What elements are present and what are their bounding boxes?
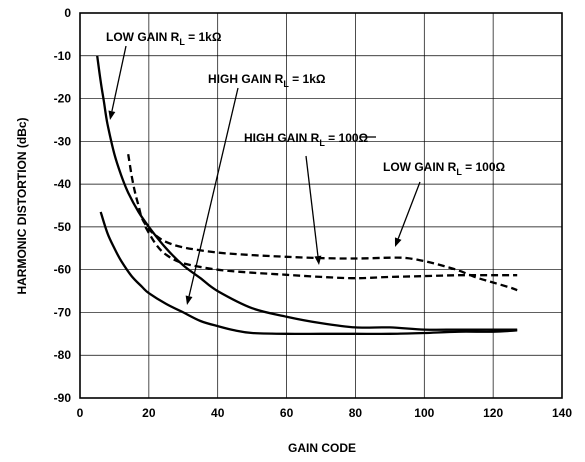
- x-axis-title: GAIN CODE: [288, 441, 356, 455]
- tick-labels: 0 20 40 60 80 100 120 140 0 -10 -20 -30 -40 -50 -60 -70…: [54, 6, 573, 420]
- series-line-low-gain-rl-1kohm: [96, 55, 518, 331]
- x-tick-label: 140: [552, 406, 572, 420]
- label-low-gain-100: LOW GAIN RL = 100Ω: [383, 160, 506, 177]
- y-tick-label: -50: [54, 220, 72, 234]
- plot-frame: [79, 12, 563, 399]
- grid-lines: [80, 13, 562, 398]
- label-high-gain-100: HIGH GAIN RL = 100Ω: [244, 131, 369, 148]
- label-high-gain-1k: HIGH GAIN RL = 1kΩ: [208, 72, 326, 89]
- y-tick-label: -40: [54, 177, 72, 191]
- x-tick-label: 0: [77, 406, 84, 420]
- label-low-gain-1k: LOW GAIN RL = 1kΩ: [106, 30, 222, 47]
- x-tick-label: 40: [211, 406, 225, 420]
- series-line-high-gain-rl-1kohm: [99, 211, 518, 336]
- x-tick-label: 20: [142, 406, 156, 420]
- y-tick-label: -20: [54, 92, 72, 106]
- x-tick-label: 60: [280, 406, 294, 420]
- x-tick-label: 100: [414, 406, 434, 420]
- annotation-arrows: [108, 45, 421, 305]
- arrow-high-gain-100: [305, 155, 322, 265]
- x-tick-label: 80: [349, 406, 363, 420]
- arrow-low-gain-100: [394, 181, 421, 247]
- y-axis-title: HARMONIC DISTORTION (dBc): [15, 117, 29, 294]
- series-line-high-gain-rl-100ohm: [144, 226, 518, 280]
- y-tick-label: -60: [54, 263, 72, 277]
- arrow-low-gain-1k: [108, 45, 127, 120]
- y-tick-label: -10: [54, 49, 72, 63]
- series-layer: [96, 55, 518, 336]
- y-tick-label: -80: [54, 348, 72, 362]
- y-tick-label: 0: [64, 6, 71, 20]
- y-tick-label: -30: [54, 134, 72, 148]
- arrow-high-gain-1k: [185, 87, 239, 305]
- x-tick-label: 120: [483, 406, 503, 420]
- y-tick-label: -70: [54, 305, 72, 319]
- series-line-low-gain-rl-100ohm: [127, 154, 518, 292]
- y-tick-label: -90: [54, 391, 72, 405]
